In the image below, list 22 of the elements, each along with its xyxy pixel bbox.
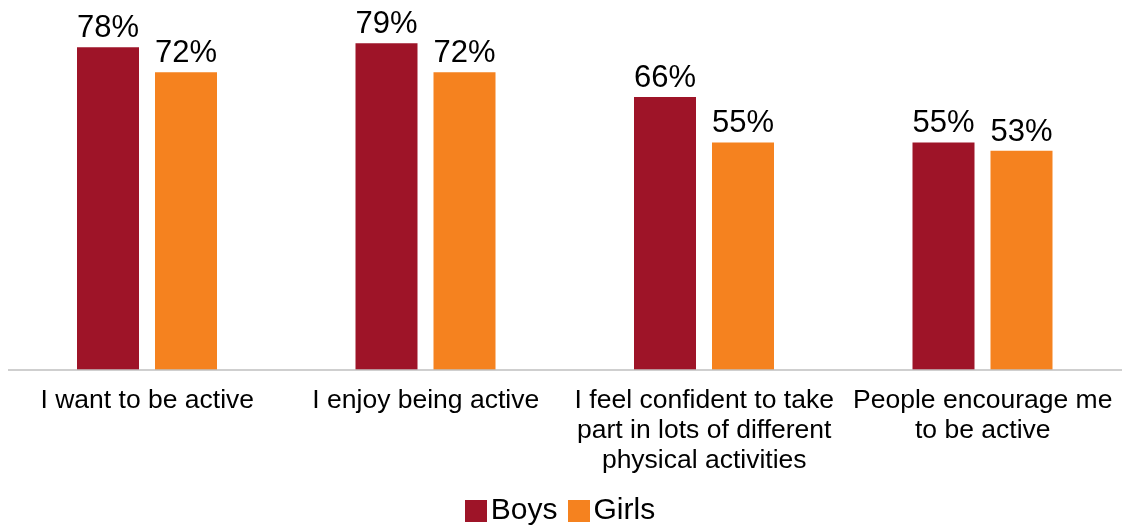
x-tick-label: I feel confident to take part in lots of different physical activities <box>574 384 834 474</box>
data-label: 78% <box>76 9 140 45</box>
data-label: 53% <box>990 112 1053 148</box>
x-tick-label: People encourage me to be active <box>853 384 1113 444</box>
bar <box>355 43 418 370</box>
bar <box>433 72 496 370</box>
x-tick-label: I want to be active <box>40 384 255 414</box>
legend-label: Girls <box>593 492 656 525</box>
legend-label: Boys <box>490 492 558 525</box>
bar <box>912 142 975 370</box>
bar <box>712 142 774 370</box>
data-label: 55% <box>912 104 975 140</box>
data-label: 72% <box>154 34 218 70</box>
bar <box>77 47 139 370</box>
data-label: 79% <box>355 5 418 41</box>
data-label: 72% <box>433 34 496 70</box>
data-label: 66% <box>633 58 697 94</box>
bar <box>990 150 1053 370</box>
x-tick-label: I enjoy being active <box>312 384 540 414</box>
data-label: 55% <box>711 104 775 140</box>
bar <box>155 72 217 370</box>
bar <box>634 96 696 370</box>
